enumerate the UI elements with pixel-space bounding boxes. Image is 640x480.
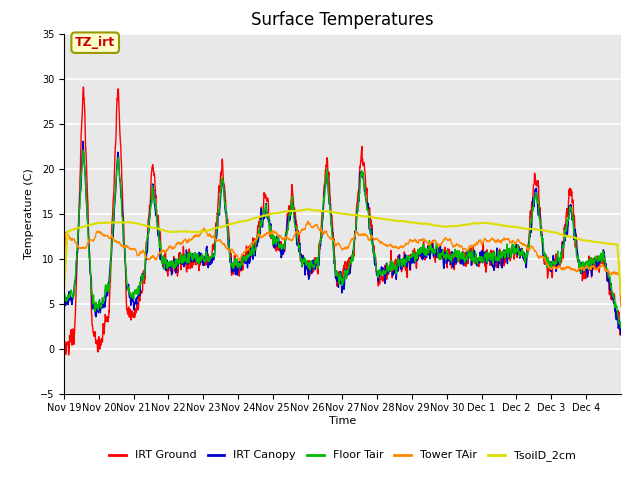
Text: TZ_irt: TZ_irt: [75, 36, 115, 49]
Y-axis label: Temperature (C): Temperature (C): [24, 168, 35, 259]
Legend: IRT Ground, IRT Canopy, Floor Tair, Tower TAir, TsoilD_2cm: IRT Ground, IRT Canopy, Floor Tair, Towe…: [105, 446, 580, 466]
Title: Surface Temperatures: Surface Temperatures: [251, 11, 434, 29]
X-axis label: Time: Time: [329, 416, 356, 426]
